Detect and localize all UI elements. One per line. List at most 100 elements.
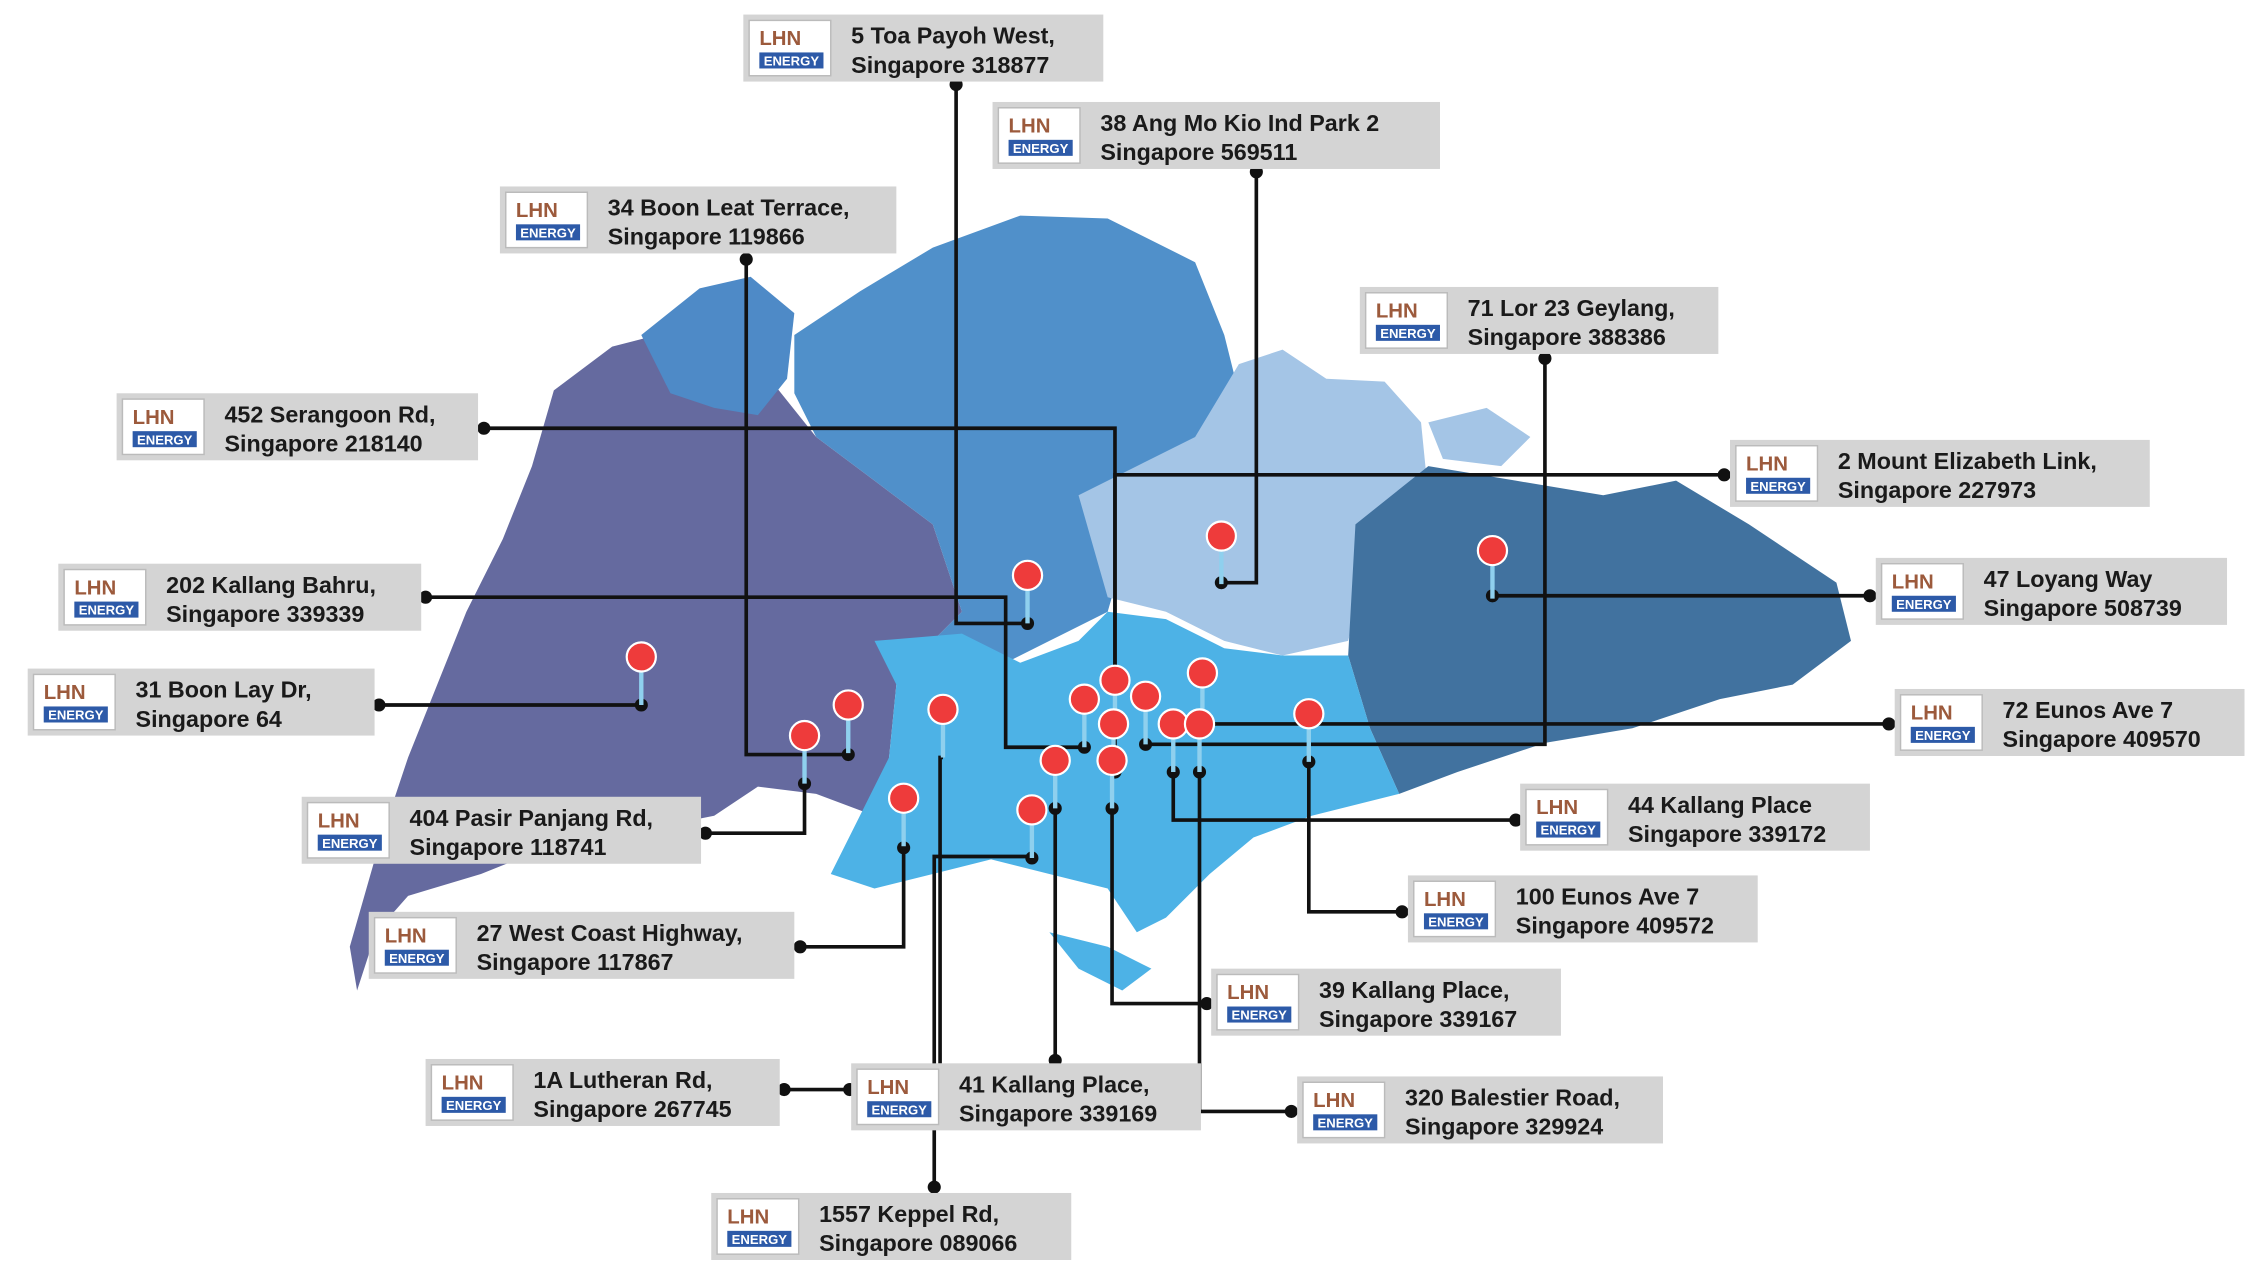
logo-band (515, 224, 581, 241)
connector-dot (1538, 351, 1552, 365)
connector-dot (1200, 997, 1214, 1011)
address-label: LHN ENERGY 31 Boon Lay Dr, Singapore 64 (27, 668, 375, 736)
logo-lhn: LHN (442, 1073, 484, 1095)
connector-dot (1509, 813, 1523, 827)
connector-line (1306, 761, 1403, 914)
connector-line (954, 84, 1028, 626)
address-labels: LHN ENERGY 5 Toa Payoh West, Singapore 3188… (27, 14, 2245, 1260)
connector-line (1221, 171, 1259, 585)
address-line-2: Singapore 569511 (1100, 139, 1297, 165)
logo-energy: ENERGY (1915, 728, 1971, 743)
region-east (1348, 466, 1851, 794)
logo-energy: ENERGY (446, 1098, 502, 1113)
pin-head (1016, 794, 1048, 826)
connector-dot (1395, 905, 1409, 919)
pin-head (832, 689, 864, 721)
logo-energy: ENERGY (1318, 1115, 1374, 1130)
connector-line (1145, 358, 1547, 747)
pin-head (788, 719, 821, 752)
logo-energy: ENERGY (520, 225, 576, 240)
connector-dot (419, 590, 433, 604)
address-label: LHN ENERGY 47 Loyang Way Singapore 508739 (1875, 557, 2228, 625)
pin-head (887, 782, 920, 814)
address-line-2: Singapore 339169 (959, 1101, 1157, 1127)
address-line-2: Singapore 508739 (1984, 595, 2182, 621)
connector-dot (793, 940, 807, 954)
logo-energy: ENERGY (1380, 326, 1436, 341)
address-line-2: Singapore 339167 (1319, 1006, 1517, 1032)
address-line-1: 1A Lutheran Rd, (533, 1067, 712, 1093)
address-label: LHN ENERGY 72 Eunos Ave 7 Singapore 409570 (1894, 688, 2245, 756)
logo-band (1746, 477, 1811, 494)
logo-lhn: LHN (318, 810, 360, 832)
logo-band (1536, 821, 1601, 838)
logo-band (1008, 139, 1073, 156)
pin-head (1097, 708, 1130, 740)
connector-line (800, 847, 906, 949)
connector-dot (1139, 737, 1153, 751)
logo-band (1891, 595, 1956, 612)
logo-lhn: LHN (1313, 1090, 1355, 1112)
logo-lhn: LHN (1911, 703, 1953, 725)
logo-energy: ENERGY (1232, 1008, 1288, 1023)
logo-lhn: LHN (1227, 982, 1269, 1004)
logo-band (1227, 1006, 1292, 1023)
address-line-2: Singapore 117867 (477, 949, 674, 975)
connector-dot (477, 421, 491, 435)
logo-band (727, 1230, 792, 1247)
logo-energy: ENERGY (79, 603, 135, 618)
pin-head (927, 693, 959, 726)
logo-lhn: LHN (1536, 797, 1578, 819)
pin-head (1157, 708, 1189, 740)
logo-lhn: LHN (727, 1207, 769, 1229)
region-north (794, 215, 1239, 671)
logo-band (867, 1101, 932, 1118)
address-line-1: 100 Eunos Ave 7 (1516, 884, 1700, 910)
address-line-2: Singapore 388386 (1468, 324, 1666, 350)
logo-lhn: LHN (133, 407, 175, 429)
address-label: LHN ENERGY 2 Mount Elizabeth Link, Singapor… (1730, 439, 2150, 507)
logo-lhn: LHN (516, 200, 558, 222)
connector-line (1171, 772, 1516, 822)
connector-line (744, 259, 849, 757)
address-line-2: Singapore 089066 (819, 1230, 1017, 1256)
address-label: LHN ENERGY 320 Balestier Road, Singapore 32… (1297, 1076, 1663, 1144)
address-line-1: 34 Boon Leat Terrace, (608, 195, 850, 221)
address-line-1: 39 Kallang Place, (1319, 977, 1509, 1003)
address-line-1: 38 Ang Mo Kio Ind Park 2 (1100, 110, 1379, 136)
address-label: LHN ENERGY 1557 Keppel Rd, Singapore 089066 (711, 1192, 1072, 1260)
address-label: LHN ENERGY 1A Lutheran Rd, Singapore 267745 (425, 1058, 780, 1126)
connector-dot (897, 841, 911, 855)
connector-line (705, 783, 807, 836)
logo-band (43, 706, 108, 723)
connector-dot (927, 1180, 941, 1194)
address-line-1: 202 Kallang Bahru, (166, 572, 376, 598)
logo-lhn: LHN (1376, 301, 1418, 323)
address-line-2: Singapore 329924 (1405, 1114, 1603, 1140)
logo-energy: ENERGY (1750, 479, 1806, 494)
logo-energy: ENERGY (1896, 597, 1952, 612)
island-ubin (1428, 407, 1531, 467)
connector-dot (1882, 717, 1896, 731)
connector-dot (1284, 1104, 1298, 1118)
region-northwest (641, 276, 795, 416)
logo-band (317, 834, 382, 851)
logo-energy: ENERGY (137, 432, 193, 447)
connector-line (932, 854, 1034, 1188)
address-line-2: Singapore 318877 (851, 52, 1049, 78)
address-line-1: 5 Toa Payoh West, (851, 23, 1055, 49)
logo-lhn: LHN (44, 682, 86, 704)
address-label: LHN ENERGY 41 Kallang Place, Singapore 3391… (851, 1063, 1201, 1131)
address-label: LHN ENERGY 38 Ang Mo Kio Ind Park 2 Singapo… (992, 101, 1440, 169)
connector-dot (372, 698, 386, 712)
pin-head (625, 641, 657, 673)
address-label: LHN ENERGY 39 Kallang Place, Singapore 3391… (1211, 968, 1561, 1036)
logo-band (759, 52, 824, 69)
logo-band (1423, 913, 1489, 930)
address-line-1: 452 Serangoon Rd, (224, 401, 435, 427)
logo-energy: ENERGY (1428, 914, 1484, 929)
logo-lhn: LHN (759, 28, 801, 50)
connector-dot (1717, 468, 1731, 482)
address-line-2: Singapore 339339 (166, 601, 364, 627)
address-line-1: 31 Boon Lay Dr, (136, 677, 312, 703)
